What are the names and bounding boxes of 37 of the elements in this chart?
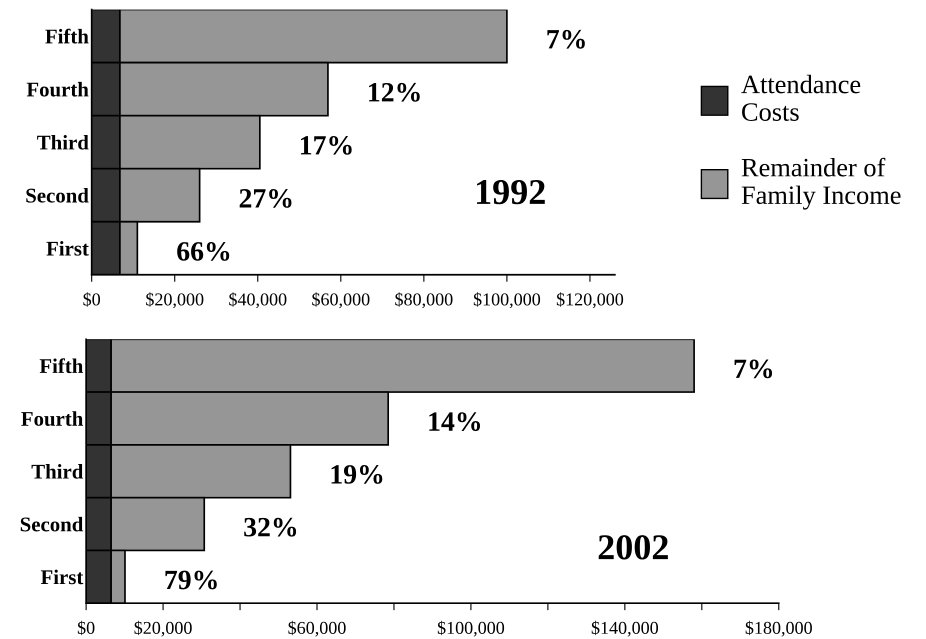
annotation: 14% [429,412,480,432]
annotation: 17% [300,136,352,155]
legend-label: Remainder of Family Income [742,158,901,210]
annotation: 1992 [477,180,545,204]
x-tick-label: $60,000 [312,292,370,308]
x-tick-label: $0 [78,620,94,636]
x-tick-label: $0 [83,292,100,307]
x-tick-label: $120,000 [556,292,624,308]
y-tick-label: Second [26,188,89,203]
annotation: 32% [244,518,296,537]
y-tick-label: Fourth [26,82,89,97]
x-tick-label: $100,000 [474,292,540,308]
x-tick-label: $180,000 [746,620,812,637]
annotation: 27% [240,188,292,208]
x-tick-label: $20,000 [146,292,204,308]
y-tick-label: First [46,241,89,256]
annotation: 66% [177,242,230,261]
x-tick-label: $60,000 [288,620,346,637]
y-tick-label: Third [37,134,89,150]
x-tick-label: $20,000 [134,620,192,637]
annotation: 2002 [598,535,668,560]
x-tick-label: $100,000 [438,620,504,637]
x-tick-label: $80,000 [395,292,453,308]
annotation: 12% [369,82,420,102]
y-tick-label: Second [20,516,84,532]
y-tick-label: Fifth [45,28,89,44]
annotation: 7% [547,30,585,49]
annotation: 19% [332,465,382,484]
annotation: 7% [734,359,772,378]
y-tick-label: First [40,570,84,584]
y-tick-label: Third [32,464,84,479]
y-tick-label: Fourth [21,411,84,426]
legend-label: Attendance Costs [741,74,860,121]
y-tick-label: Fifth [40,358,84,374]
annotation: 79% [165,570,217,590]
x-tick-label: $140,000 [592,620,658,637]
x-tick-label: $40,000 [229,292,286,308]
